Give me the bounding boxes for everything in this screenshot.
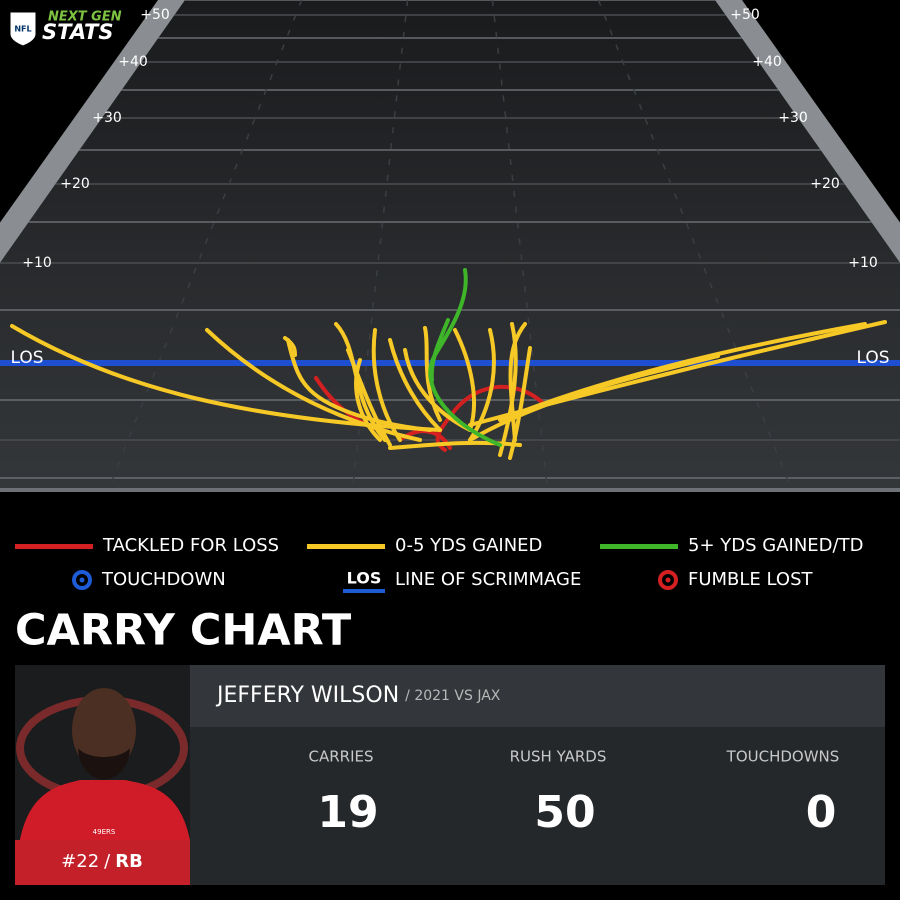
separator: / (104, 851, 111, 872)
legend-label: FUMBLE LOST (688, 569, 814, 590)
player-context: / 2021 VS JAX (405, 688, 501, 704)
hash-line (351, 0, 409, 490)
yard-label-right: +40 (752, 54, 782, 70)
legend-swatch (15, 544, 93, 549)
yard-label-right: +20 (810, 176, 840, 192)
legend-badge: LOS (347, 569, 382, 588)
stat-value: 19 (317, 787, 378, 838)
stats: CARRIES 19 RUSH YARDS 50 TOUCHDOWNS 0 (308, 748, 839, 839)
yard-label-right: +50 (730, 7, 760, 23)
carries (10, 268, 887, 460)
logo-line1: NEXT GEN (48, 10, 122, 25)
yard-label-left: +50 (140, 7, 170, 23)
legend-label: TACKLED FOR LOSS (102, 535, 279, 556)
number-strip (15, 840, 190, 885)
yard-label-left: +10 (22, 255, 52, 271)
jersey-text: 49ERS (93, 828, 116, 836)
position: RB (115, 851, 143, 872)
card-header (190, 665, 885, 727)
los-line (0, 360, 900, 366)
legend-swatch (307, 544, 385, 549)
hash-line (491, 0, 549, 490)
yard-label-left: +30 (92, 110, 122, 126)
yard-labels: +50 +50 +40 +40 +30 +30 +20 +20 +10 +10 LOS LOS (10, 7, 889, 368)
legend: TACKLED FOR LOSS 0-5 YDS GAINED 5+ YDS GAI… (15, 535, 863, 593)
legend-underline (343, 589, 385, 593)
stat-value: 0 (806, 787, 837, 838)
title: CARRY CHART (15, 606, 352, 656)
legend-label: LINE OF SCRIMMAGE (395, 569, 581, 590)
player-photo: 49ERS (16, 688, 190, 840)
nfl-shield (9, 11, 37, 47)
yard-label-left: LOS (10, 348, 43, 368)
legend-swatch (600, 544, 678, 549)
player-line: JEFFERY WILSON / 2021 VS JAX (215, 683, 501, 708)
legend-dot (79, 577, 85, 583)
stat-label: RUSH YARDS (510, 748, 607, 766)
number-position: #22/RB (61, 851, 143, 872)
number: #22 (61, 851, 99, 872)
legend-label: 5+ YDS GAINED/TD (688, 535, 863, 556)
legend-label: 0-5 YDS GAINED (395, 535, 542, 556)
stat-label: TOUCHDOWNS (726, 748, 840, 766)
legend-dot (665, 577, 671, 583)
yard-label-right: LOS (856, 348, 889, 368)
logo: NFL NEXT GEN STATS (9, 10, 122, 47)
logo-line2: STATS (42, 20, 114, 44)
stat-value: 50 (534, 787, 595, 838)
field-edge (0, 488, 900, 492)
yard-label-left: +20 (60, 176, 90, 192)
player-name: JEFFERY WILSON (215, 683, 399, 708)
yard-label-right: +30 (778, 110, 808, 126)
nfl-text: NFL (14, 25, 31, 34)
yard-label-left: +40 (118, 54, 148, 70)
yard-label-right: +10 (848, 255, 878, 271)
legend-icon (72, 570, 92, 590)
stat-label: CARRIES (308, 748, 373, 766)
legend-label: TOUCHDOWN (101, 569, 226, 590)
legend-icon (658, 570, 678, 590)
